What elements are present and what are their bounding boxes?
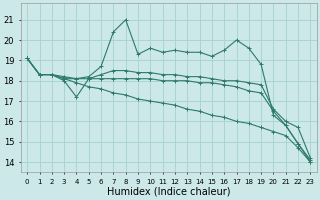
X-axis label: Humidex (Indice chaleur): Humidex (Indice chaleur) — [107, 187, 230, 197]
